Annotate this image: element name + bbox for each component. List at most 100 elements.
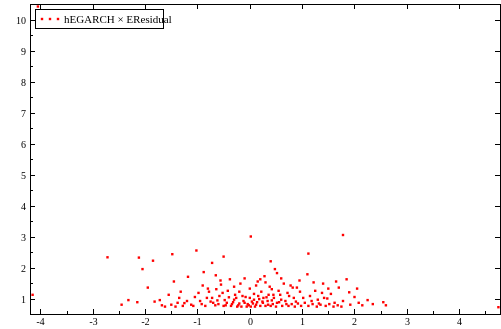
legend-marker-dot xyxy=(40,17,44,21)
data-point xyxy=(382,301,385,304)
data-point xyxy=(253,305,257,308)
data-point xyxy=(249,305,252,308)
data-point xyxy=(322,296,326,300)
data-point xyxy=(36,5,40,8)
data-point xyxy=(259,278,262,281)
data-point xyxy=(287,294,291,298)
data-point xyxy=(341,233,345,237)
data-point xyxy=(340,305,343,308)
x-tick-label: -1 xyxy=(193,317,201,328)
data-point xyxy=(210,261,214,265)
data-point xyxy=(244,295,247,299)
data-point xyxy=(319,303,322,306)
x-tick-label: 4 xyxy=(457,317,462,328)
y-tick-label: 6 xyxy=(21,140,26,151)
legend-label: hEGARCH × EResidual xyxy=(64,14,172,26)
data-point xyxy=(337,286,340,289)
data-point xyxy=(317,302,321,305)
data-point xyxy=(260,290,263,293)
data-point xyxy=(263,275,266,278)
data-point xyxy=(269,304,272,308)
data-point xyxy=(224,304,227,307)
data-point xyxy=(222,255,225,258)
data-point xyxy=(345,278,348,281)
data-point xyxy=(137,256,141,259)
data-point xyxy=(181,304,184,308)
data-point xyxy=(273,267,277,271)
data-point xyxy=(267,293,270,296)
data-point xyxy=(239,282,242,285)
data-point xyxy=(193,295,197,299)
data-point xyxy=(198,299,202,303)
data-point xyxy=(287,304,290,308)
data-point xyxy=(262,296,265,300)
data-point xyxy=(277,289,280,292)
data-point xyxy=(255,301,259,304)
data-point xyxy=(308,294,312,298)
data-point xyxy=(268,285,271,288)
x-tick-label: -4 xyxy=(36,317,44,328)
y-tick-label: 7 xyxy=(21,109,26,120)
data-point xyxy=(250,300,254,303)
data-point xyxy=(206,287,210,290)
x-tick-label: -3 xyxy=(89,317,97,328)
data-point xyxy=(270,288,273,291)
data-point xyxy=(311,302,314,306)
x-tick-label: 2 xyxy=(352,317,357,328)
data-point xyxy=(277,301,281,304)
data-point xyxy=(214,274,217,277)
data-point xyxy=(190,303,193,306)
data-point xyxy=(254,303,258,306)
data-point xyxy=(292,296,295,300)
data-point xyxy=(280,298,283,301)
data-point xyxy=(320,291,324,295)
data-point xyxy=(197,291,200,295)
data-point xyxy=(183,301,186,305)
data-point xyxy=(215,288,218,291)
data-point xyxy=(201,284,204,287)
data-point xyxy=(136,301,139,304)
data-point xyxy=(264,304,267,308)
data-point xyxy=(232,298,236,301)
data-point xyxy=(296,302,300,305)
data-point xyxy=(270,299,273,302)
data-point xyxy=(324,304,327,308)
y-tick-label: 8 xyxy=(21,78,26,89)
data-point xyxy=(286,291,289,295)
y-tick-label: 5 xyxy=(21,171,26,182)
data-point xyxy=(202,270,205,274)
data-point xyxy=(272,293,275,296)
data-point xyxy=(233,293,237,296)
data-point xyxy=(279,293,282,296)
data-point xyxy=(158,298,161,302)
legend-marker-dot xyxy=(56,17,60,21)
data-point xyxy=(204,304,207,308)
data-point xyxy=(266,299,269,303)
data-point xyxy=(327,287,330,290)
data-point xyxy=(219,283,223,286)
data-point xyxy=(216,299,219,302)
y-tick-label: 2 xyxy=(21,264,26,275)
data-point xyxy=(336,304,339,307)
data-point xyxy=(120,303,123,306)
data-point xyxy=(303,301,306,304)
data-point xyxy=(235,296,238,300)
legend-box xyxy=(35,9,164,29)
plot-frame xyxy=(30,4,501,315)
data-point xyxy=(31,293,34,296)
data-point xyxy=(271,302,274,306)
data-point xyxy=(295,286,299,289)
data-point xyxy=(294,300,298,303)
data-point xyxy=(272,296,276,300)
data-point xyxy=(248,287,251,290)
data-point xyxy=(222,304,225,308)
data-point xyxy=(341,299,345,303)
data-point xyxy=(280,277,283,280)
data-point xyxy=(256,280,259,283)
data-point xyxy=(298,279,301,282)
data-point xyxy=(192,304,195,308)
data-point xyxy=(326,297,329,300)
data-point xyxy=(332,305,335,308)
